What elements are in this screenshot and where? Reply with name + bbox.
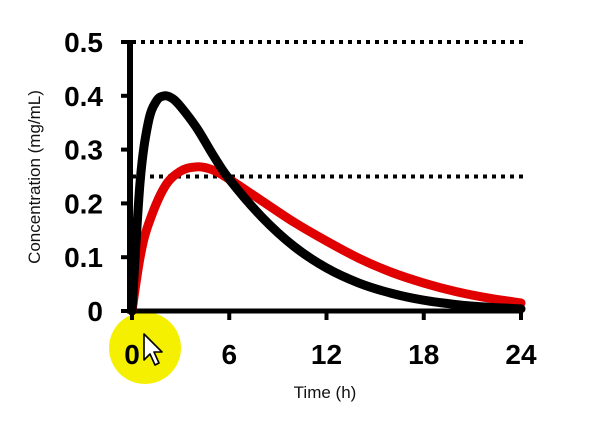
y-tick-label: 0.4 [64, 81, 103, 112]
series-line-1 [127, 162, 526, 316]
x-tick-label: 12 [311, 339, 342, 370]
x-tick-label: 6 [221, 339, 237, 370]
y-axis-label: Concentration (mg/mL) [25, 90, 44, 264]
x-tick-label: 24 [505, 339, 537, 370]
y-tick-label: 0.3 [64, 135, 103, 166]
y-tick-label: 0.5 [64, 27, 103, 58]
y-tick-label: 0 [87, 296, 103, 327]
x-tick-label: 18 [408, 339, 439, 370]
x-axis-label: Time (h) [294, 383, 357, 402]
mouse-pointer-icon [143, 333, 163, 366]
y-tick-label: 0.2 [64, 188, 103, 219]
x-tick-label: 0 [124, 339, 140, 370]
series-line-0 [127, 91, 526, 316]
y-tick-label: 0.1 [64, 242, 103, 273]
